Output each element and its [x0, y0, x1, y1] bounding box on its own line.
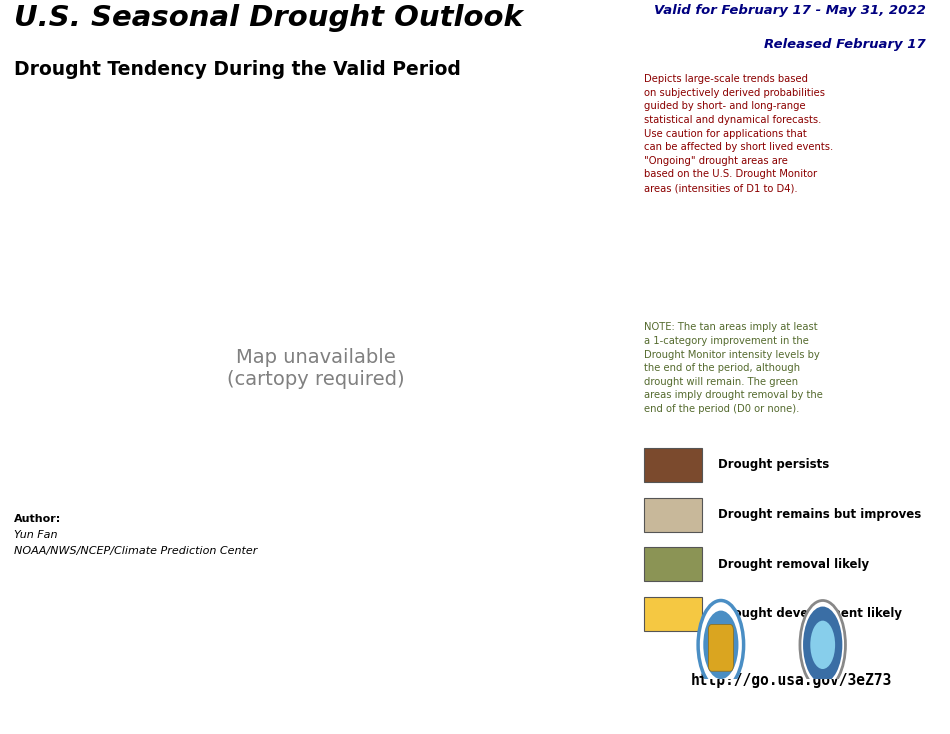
Text: Drought removal likely: Drought removal likely — [717, 558, 869, 571]
Text: http://go.usa.gov/3eZ73: http://go.usa.gov/3eZ73 — [691, 673, 891, 688]
Bar — [644, 597, 702, 631]
Circle shape — [810, 621, 835, 669]
Text: Valid for February 17 - May 31, 2022: Valid for February 17 - May 31, 2022 — [655, 4, 926, 17]
Text: Yun Fan: Yun Fan — [14, 530, 58, 540]
Text: NOAA/NWS/NCEP/Climate Prediction Center: NOAA/NWS/NCEP/Climate Prediction Center — [14, 546, 257, 556]
Bar — [644, 547, 702, 581]
Text: Drought persists: Drought persists — [717, 459, 829, 471]
Text: Drought remains but improves: Drought remains but improves — [717, 508, 921, 521]
Text: Drought Tendency During the Valid Period: Drought Tendency During the Valid Period — [14, 60, 461, 79]
Circle shape — [703, 611, 738, 679]
Bar — [644, 448, 702, 482]
Bar — [644, 498, 702, 531]
Text: Depicts large-scale trends based
on subjectively derived probabilities
guided by: Depicts large-scale trends based on subj… — [644, 74, 834, 193]
Circle shape — [698, 600, 744, 689]
Text: Drought development likely: Drought development likely — [717, 607, 902, 620]
Text: Author:: Author: — [14, 514, 62, 524]
Text: NOTE: The tan areas imply at least
a 1-category improvement in the
Drought Monit: NOTE: The tan areas imply at least a 1-c… — [644, 322, 824, 414]
FancyBboxPatch shape — [709, 625, 733, 671]
Text: Released February 17: Released February 17 — [765, 38, 926, 51]
Circle shape — [803, 606, 843, 683]
Text: U.S. Seasonal Drought Outlook: U.S. Seasonal Drought Outlook — [14, 4, 523, 32]
Text: Map unavailable
(cartopy required): Map unavailable (cartopy required) — [227, 349, 405, 389]
Circle shape — [800, 600, 846, 689]
